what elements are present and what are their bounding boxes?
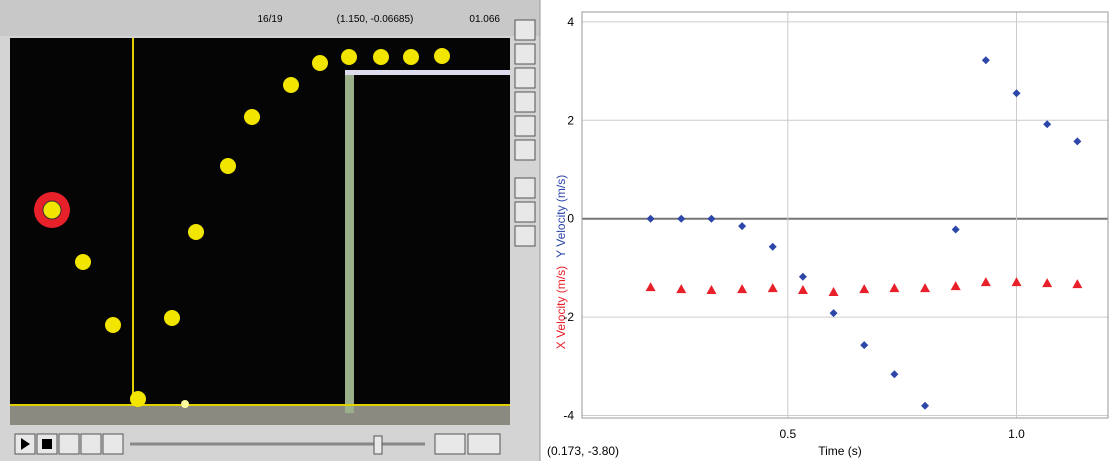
- table-top: [345, 70, 510, 75]
- floor: [10, 405, 510, 425]
- data-point: [706, 285, 717, 295]
- points-button[interactable]: [467, 433, 501, 455]
- tracked-points: [34, 48, 450, 408]
- x-axis-title: Time (s): [818, 444, 862, 458]
- point[interactable]: [434, 48, 450, 64]
- y-axis-title-x: X Velocity (m/s): [554, 266, 568, 349]
- video-time: 01.066: [469, 14, 500, 25]
- data-point: [646, 214, 655, 223]
- tool-button[interactable]: [514, 177, 536, 199]
- tool-button[interactable]: [514, 91, 536, 113]
- data-point: [951, 225, 960, 234]
- tool-button[interactable]: [514, 67, 536, 89]
- tool-button[interactable]: [514, 19, 536, 41]
- data-point: [738, 222, 747, 231]
- data-point: [889, 283, 900, 293]
- y-axis-title-y: Y Velocity (m/s): [554, 175, 568, 258]
- tool-button[interactable]: [514, 139, 536, 161]
- forward-button[interactable]: [102, 433, 124, 455]
- data-point: [950, 281, 961, 291]
- data-point: [707, 214, 716, 223]
- first-frame-button[interactable]: [58, 433, 80, 455]
- rewind-button[interactable]: [80, 433, 102, 455]
- point[interactable]: [283, 77, 299, 93]
- y-tick-label: 2: [567, 113, 574, 127]
- point[interactable]: [244, 109, 260, 125]
- data-point: [981, 56, 990, 65]
- cursor-coordinates: (1.150, -0.06685): [337, 14, 414, 25]
- play-icon: [21, 438, 30, 450]
- data-point: [920, 283, 931, 293]
- point[interactable]: [105, 317, 121, 333]
- data-point: [797, 285, 808, 295]
- tool-button[interactable]: [514, 43, 536, 65]
- y-tick-label: -2: [563, 310, 574, 324]
- selected-point[interactable]: [42, 200, 62, 220]
- point[interactable]: [164, 310, 180, 326]
- plot-frame: [581, 11, 1109, 419]
- data-point: [1072, 279, 1083, 289]
- slider-thumb[interactable]: [373, 435, 383, 455]
- data-point: [860, 341, 869, 350]
- table-post: [345, 75, 354, 413]
- y-tick-label: 4: [567, 15, 574, 29]
- tool-button[interactable]: [514, 201, 536, 223]
- point[interactable]: [75, 254, 91, 270]
- y-axis-title: X Velocity (m/s) Y Velocity (m/s): [554, 175, 568, 350]
- y-tick-label: 0: [567, 212, 574, 226]
- data-point: [829, 309, 838, 318]
- point[interactable]: [312, 55, 328, 71]
- data-point: [980, 277, 991, 287]
- point[interactable]: [403, 49, 419, 65]
- data-point: [1043, 120, 1052, 129]
- point[interactable]: [341, 49, 357, 65]
- point[interactable]: [188, 224, 204, 240]
- data-point: [677, 214, 686, 223]
- data-point: [828, 287, 839, 297]
- frame-counter: 16/19: [257, 14, 282, 25]
- point[interactable]: [373, 49, 389, 65]
- graph: (0.173, -3.80) Time (s) X Velocity (m/s)…: [547, 11, 1109, 458]
- data-point: [645, 282, 656, 292]
- y-tick-label: -4: [563, 409, 574, 423]
- point[interactable]: [130, 391, 146, 407]
- stop-icon: [42, 439, 52, 449]
- step-button[interactable]: [434, 433, 466, 455]
- x-tick-label: 1.0: [1008, 427, 1025, 441]
- data-point: [890, 370, 899, 379]
- point[interactable]: [220, 158, 236, 174]
- video-header: [0, 0, 540, 36]
- data-point: [921, 401, 930, 410]
- data-point: [1011, 277, 1022, 287]
- toolbar: [514, 19, 536, 247]
- data-point: [798, 272, 807, 281]
- tool-button[interactable]: [514, 225, 536, 247]
- readout: (0.173, -3.80): [547, 444, 619, 458]
- data-point: [1012, 89, 1021, 98]
- data-point: [1042, 278, 1053, 288]
- point[interactable]: [181, 400, 189, 408]
- data-point: [676, 284, 687, 294]
- x-tick-label: 0.5: [779, 427, 796, 441]
- data-point: [767, 283, 778, 293]
- data-point: [737, 284, 748, 294]
- video-frame: [10, 38, 510, 425]
- tool-button[interactable]: [514, 115, 536, 137]
- data-point: [859, 284, 870, 294]
- data-point: [1073, 137, 1082, 146]
- playback-controls: [14, 433, 501, 455]
- data-point: [768, 242, 777, 251]
